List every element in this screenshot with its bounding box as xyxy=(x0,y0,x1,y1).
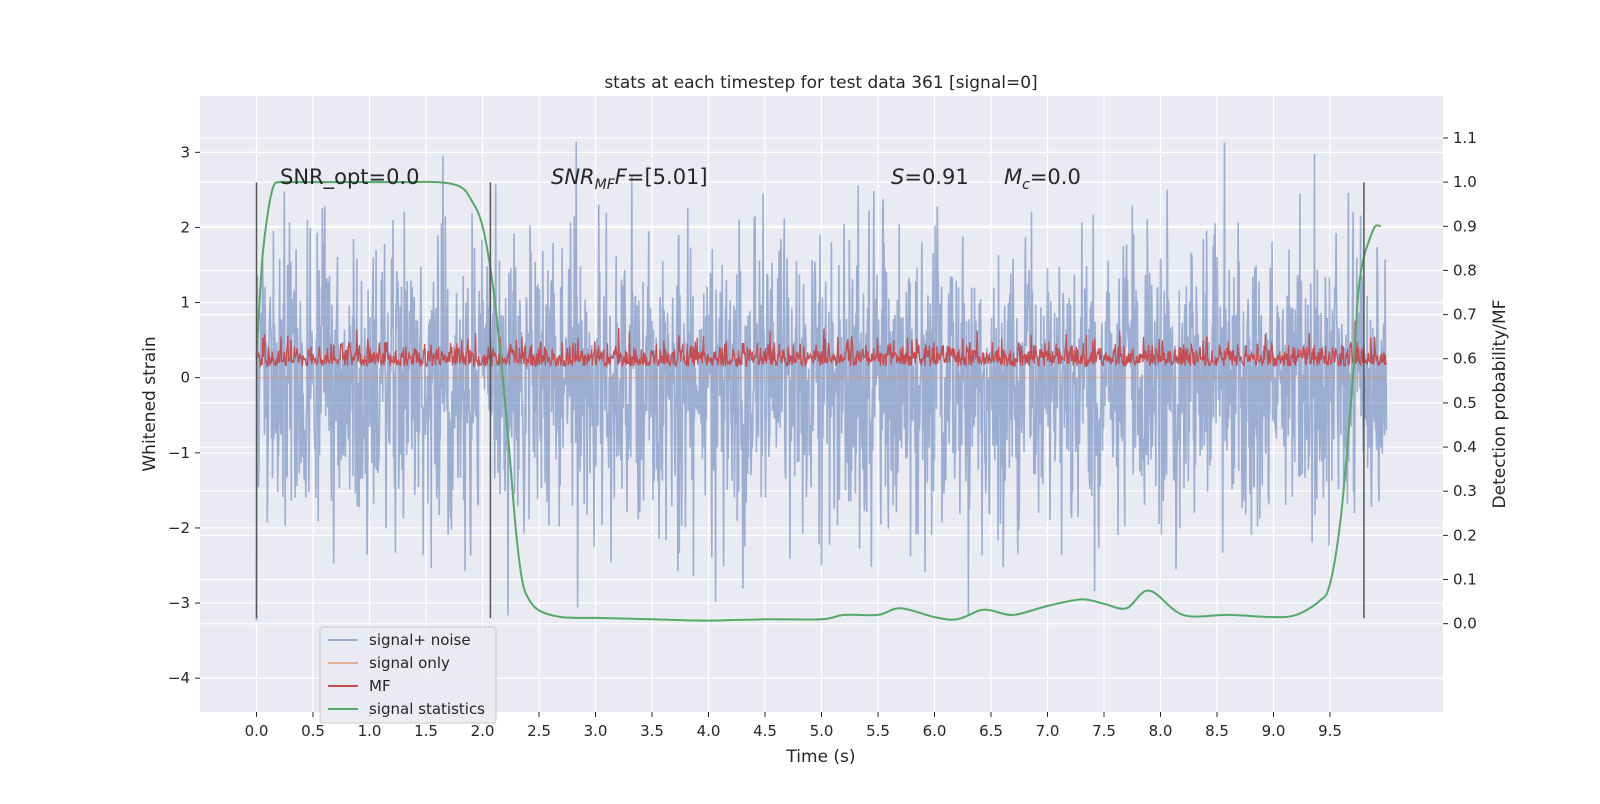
annotation-snr-opt: SNR_opt=0.0 xyxy=(280,165,420,190)
x-tick-label: 2.0 xyxy=(471,722,495,740)
annotation-s: S=0.91 xyxy=(891,165,969,189)
y-tick-label: −4 xyxy=(168,669,190,687)
x-tick-label: 6.5 xyxy=(979,722,1003,740)
series-mf xyxy=(255,320,1388,369)
y-tick-labels: 3 2 1 0 −1 −2 −3 −4 xyxy=(168,143,200,687)
y2-tick-label: 0.7 xyxy=(1453,306,1477,324)
y2-tick-label: 0.5 xyxy=(1453,394,1477,412)
y-tick-label: 1 xyxy=(180,294,190,312)
window-markers xyxy=(255,182,1365,619)
legend: signal+ noise signal only MF signal stat… xyxy=(319,626,497,724)
y2-tick-label: 1.0 xyxy=(1453,173,1477,191)
y2-tick-label: 1.1 xyxy=(1453,129,1477,147)
y-tick-label: 2 xyxy=(180,218,190,236)
annotations: SNR_opt=0.0 SNRMFF=[5.01] S=0.91 Mc=0.0 xyxy=(280,165,1081,193)
data-layer xyxy=(255,142,1388,622)
y-tick-label: 3 xyxy=(180,143,190,161)
x-tick-label: 0.0 xyxy=(245,722,269,740)
legend-label-signal-noise: signal+ noise xyxy=(369,631,471,649)
x-tick-label: 3.5 xyxy=(640,722,664,740)
x-tick-label: 9.0 xyxy=(1262,722,1286,740)
legend-label-mf: MF xyxy=(369,677,391,695)
x-tick-label: 1.0 xyxy=(358,722,382,740)
series-signal-statistics xyxy=(255,180,1382,622)
y-axis-label: Whitened strain xyxy=(140,336,160,471)
annotation-snr-mf: SNRMFF=[5.01] xyxy=(551,165,708,193)
y2-tick-label: 0.0 xyxy=(1453,615,1477,633)
x-tick-label: 4.5 xyxy=(753,722,777,740)
x-tick-label: 8.5 xyxy=(1205,722,1229,740)
y2-tick-label: 0.6 xyxy=(1453,350,1477,368)
x-tick-label: 8.0 xyxy=(1149,722,1173,740)
x-tick-label: 9.5 xyxy=(1318,722,1342,740)
x-tick-label: 7.5 xyxy=(1092,722,1116,740)
x-tick-label: 1.5 xyxy=(414,722,438,740)
y-tick-label: −1 xyxy=(168,444,190,462)
x-tick-label: 5.5 xyxy=(866,722,890,740)
legend-label-signal-only: signal only xyxy=(369,654,450,672)
y2-tick-label: 0.1 xyxy=(1453,571,1477,589)
x-tick-label: 2.5 xyxy=(527,722,551,740)
y-tick-label: −2 xyxy=(168,519,190,537)
x-tick-label: 4.0 xyxy=(697,722,721,740)
legend-box xyxy=(319,626,497,724)
y-tick-label: −3 xyxy=(168,594,190,612)
y-tick-label: 0 xyxy=(180,369,190,387)
chart-title: stats at each timestep for test data 361… xyxy=(604,73,1037,93)
y2-tick-label: 0.4 xyxy=(1453,438,1477,456)
x-tick-label: 5.0 xyxy=(810,722,834,740)
legend-label-signal-statistics: signal statistics xyxy=(369,700,485,718)
y2-tick-label: 0.2 xyxy=(1453,526,1477,544)
annotation-mc: Mc=0.0 xyxy=(1004,165,1081,193)
y2-tick-label: 0.3 xyxy=(1453,482,1477,500)
x-tick-label: 0.5 xyxy=(301,722,325,740)
x-axis-label: Time (s) xyxy=(785,747,855,767)
y2-tick-label: 0.8 xyxy=(1453,261,1477,279)
x-tick-label: 3.0 xyxy=(584,722,608,740)
x-tick-labels: 0.0 0.5 1.0 1.5 2.0 2.5 3.0 3.5 4.0 4.5 5.0 5.5 6.0 6… xyxy=(245,712,1342,740)
x-tick-label: 7.0 xyxy=(1036,722,1060,740)
y2-tick-labels: 1.1 1.0 0.9 0.8 0.7 0.6 0.5 0.4 0.3 0.2 0.1 0.0 xyxy=(1443,129,1477,633)
y2-tick-label: 0.9 xyxy=(1453,217,1477,235)
series-signal-noise xyxy=(255,142,1388,622)
y2-axis-label: Detection probability/MF xyxy=(1490,300,1510,509)
x-tick-label: 6.0 xyxy=(923,722,947,740)
